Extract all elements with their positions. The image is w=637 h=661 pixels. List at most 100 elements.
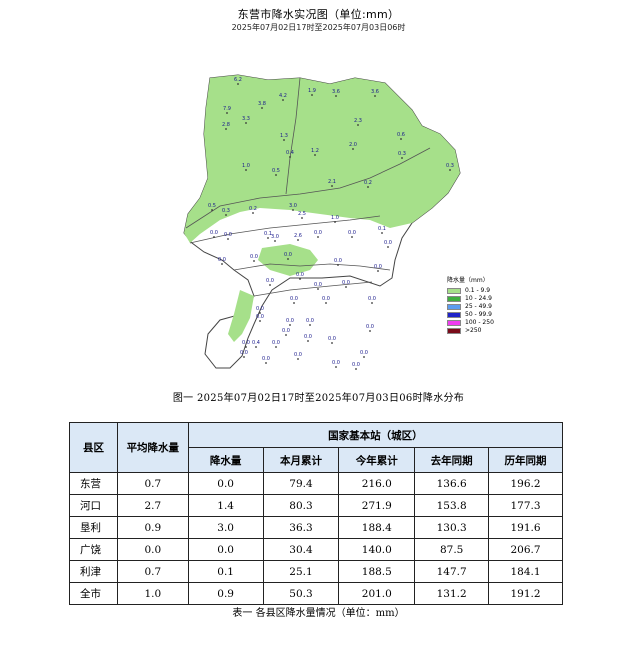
legend-item: 100 - 250	[447, 319, 494, 327]
table-cell: 216.0	[338, 472, 416, 495]
table-cell: 136.6	[414, 472, 490, 495]
station-dot	[335, 95, 337, 97]
legend-item: >250	[447, 327, 494, 335]
station-dot	[221, 263, 223, 265]
station-dot	[226, 112, 228, 114]
table-cell: 80.3	[262, 494, 340, 517]
station-value: 1.9	[308, 88, 316, 94]
station-value: 0.1	[264, 231, 272, 237]
legend-label: >250	[465, 327, 482, 334]
table-cell: 河口	[69, 494, 118, 517]
station-dot	[357, 124, 359, 126]
station-dot	[337, 264, 339, 266]
station-dot	[311, 94, 313, 96]
rain-area-light	[184, 75, 460, 243]
station-dot	[387, 246, 389, 248]
station-value: 0.2	[364, 180, 372, 186]
station-value: 0.0	[290, 296, 298, 302]
station-value: 0.2	[249, 206, 257, 212]
station-dot	[317, 236, 319, 238]
station-value: 0.0	[348, 230, 356, 236]
table-cell: 36.3	[262, 516, 340, 539]
legend-label: 25 - 49.9	[465, 303, 492, 310]
table-cell: 广饶	[69, 538, 118, 561]
station-dot	[285, 334, 287, 336]
station-value: 0.0	[286, 318, 294, 324]
table-cell: 147.7	[414, 560, 490, 583]
station-value: 7.9	[223, 106, 231, 112]
station-value: 0.0	[218, 257, 226, 263]
station-value: 0.0	[334, 258, 342, 264]
table-cell: 0.0	[187, 538, 264, 561]
station-value: 0.0	[262, 356, 270, 362]
station-dot	[225, 128, 227, 130]
table-cell: 87.5	[414, 538, 490, 561]
station-dot	[269, 284, 271, 286]
station-dot	[237, 83, 239, 85]
station-dot	[275, 346, 277, 348]
station-value: 3.3	[242, 116, 250, 122]
col-header-group: 国家基本站（城区）	[187, 422, 564, 448]
station-value: 1.2	[311, 148, 319, 154]
table-row: 利津 0.7 0.1 25.1 188.5 147.7 184.1	[69, 560, 563, 583]
station-value: 0.5	[272, 168, 280, 174]
station-value: 0.0	[314, 282, 322, 288]
station-dot	[351, 236, 353, 238]
station-dot	[369, 330, 371, 332]
legend-title: 降水量（mm）	[447, 277, 489, 284]
station-dot	[449, 169, 451, 171]
table-cell: 50.3	[262, 582, 340, 605]
county-border	[253, 281, 373, 297]
station-value: 2.0	[349, 142, 357, 148]
station-value: 0.0	[374, 264, 382, 270]
station-dot	[245, 122, 247, 124]
station-dot	[275, 174, 277, 176]
station-dot	[335, 366, 337, 368]
station-value: 4.2	[279, 93, 287, 99]
station-dot	[307, 340, 309, 342]
station-value: 0.0	[314, 230, 322, 236]
legend-swatch	[447, 296, 461, 302]
rain-area-light-south	[258, 244, 318, 276]
table-row: 东营 0.7 0.0 79.4 216.0 136.6 196.2	[69, 472, 563, 495]
station-value: 2.3	[354, 118, 362, 124]
col-header-last-year: 去年同期	[414, 447, 490, 473]
table-cell: 0.1	[187, 560, 264, 583]
table-cell: 130.3	[414, 516, 490, 539]
station-dot	[292, 209, 294, 211]
table-cell: 271.9	[338, 494, 416, 517]
station-value: 0.1	[378, 226, 386, 232]
station-dot	[297, 358, 299, 360]
station-value: 2.8	[222, 122, 230, 128]
station-value: 0.0	[296, 272, 304, 278]
table-cell: 188.4	[338, 516, 416, 539]
station-value: 0.0	[256, 314, 264, 320]
station-dot	[274, 240, 276, 242]
table-cell: 垦利	[69, 516, 118, 539]
station-value: 0.3	[446, 163, 454, 169]
station-value: 6.2	[234, 77, 242, 83]
table-row: 广饶 0.0 0.0 30.4 140.0 87.5 206.7	[69, 538, 563, 561]
station-value: 0.0	[342, 280, 350, 286]
legend-item: 25 - 49.9	[447, 303, 494, 311]
table-cell: 201.0	[338, 582, 416, 605]
station-dot	[367, 186, 369, 188]
station-value: 0.0	[266, 278, 274, 284]
station-value: 0.0	[284, 252, 292, 258]
legend-swatch	[447, 320, 461, 326]
map-time-range: 2025年07月02日17时至2025年07月03日06时	[231, 23, 406, 32]
table-cell: 利津	[69, 560, 118, 583]
station-dot	[267, 237, 269, 239]
legend-label: 100 - 250	[465, 319, 494, 326]
table-cell: 206.7	[488, 538, 563, 561]
rain-area-light-southwest	[228, 290, 254, 342]
table-cell: 184.1	[488, 560, 563, 583]
station-value: 2.1	[328, 179, 336, 185]
table-cell: 0.9	[116, 516, 189, 539]
legend-item: 10 - 24.9	[447, 295, 494, 303]
station-dot	[293, 302, 295, 304]
station-dot	[225, 214, 227, 216]
col-header-historical: 历年同期	[488, 447, 563, 473]
station-value: 3.6	[371, 89, 379, 95]
station-dot	[253, 260, 255, 262]
